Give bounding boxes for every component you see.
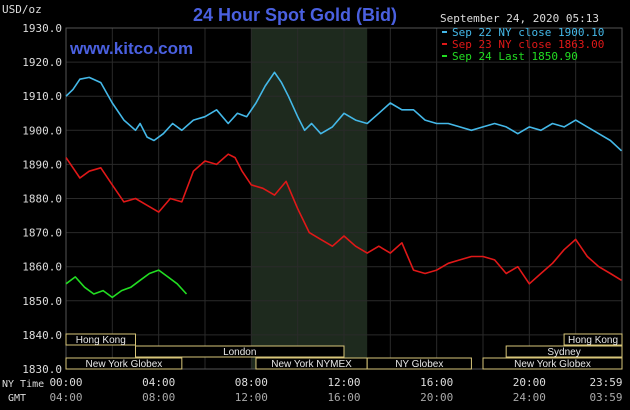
y-tick-label: 1920.0	[22, 56, 62, 69]
x-axis-row2-label: GMT	[8, 393, 26, 404]
x-tick-label-gmt: 24:00	[513, 391, 546, 404]
session-label: NY Globex	[395, 359, 443, 370]
x-tick-label-ny: 16:00	[420, 376, 453, 389]
session-label: London	[223, 347, 256, 358]
y-tick-label: 1860.0	[22, 261, 62, 274]
session-box	[135, 345, 345, 358]
x-tick-label-gmt: 12:00	[235, 391, 268, 404]
y-tick-label: 1850.0	[22, 295, 62, 308]
y-tick-label: 1910.0	[22, 90, 62, 103]
session-label: Hong Kong	[76, 335, 126, 346]
session-box	[65, 357, 183, 370]
session-label: New York NYMEX	[271, 359, 352, 370]
watermark: www.kitco.com	[69, 39, 193, 58]
y-tick-label: 1870.0	[22, 227, 62, 240]
series-line	[65, 269, 188, 299]
session-box	[482, 357, 623, 370]
legend-entry: Sep 22 NY close 1900.10	[452, 26, 604, 39]
y-tick-label: 1880.0	[22, 193, 62, 206]
x-axis-row1-label: NY Time	[2, 379, 44, 390]
session-label: Sydney	[547, 347, 580, 358]
chart-title: 24 Hour Spot Gold (Bid)	[193, 5, 397, 25]
timestamp: September 24, 2020 05:13	[440, 12, 599, 25]
legend-entry: Sep 23 NY close 1863.00	[452, 38, 604, 51]
session-box	[563, 333, 623, 346]
session-box	[505, 345, 623, 358]
y-tick-label: 1830.0	[22, 363, 62, 376]
x-tick-label-gmt: 20:00	[420, 391, 453, 404]
session-label: New York Globex	[514, 359, 591, 370]
y-tick-label: 1890.0	[22, 158, 62, 171]
session-box	[65, 333, 136, 346]
x-tick-label-ny: 12:00	[327, 376, 360, 389]
y-tick-label: 1930.0	[22, 22, 62, 35]
session-label: New York Globex	[86, 359, 163, 370]
x-tick-label-ny: 04:00	[142, 376, 175, 389]
y-tick-label: 1840.0	[22, 329, 62, 342]
y-axis-unit-label: USD/oz	[2, 3, 42, 16]
x-tick-label-ny: 08:00	[235, 376, 268, 389]
series-line	[65, 153, 622, 285]
x-tick-label-ny: 23:59	[589, 376, 622, 389]
series-line	[65, 71, 623, 152]
x-tick-label-gmt: 03:59	[589, 391, 622, 404]
session-box	[366, 357, 472, 370]
x-tick-label-gmt: 04:00	[49, 391, 82, 404]
x-tick-label-ny: 20:00	[513, 376, 546, 389]
y-tick-label: 1900.0	[22, 124, 62, 137]
x-tick-label-gmt: 16:00	[327, 391, 360, 404]
x-tick-label-ny: 00:00	[49, 376, 82, 389]
x-tick-label-gmt: 08:00	[142, 391, 175, 404]
legend-entry: Sep 24 Last 1850.90	[452, 50, 578, 63]
session-label: Hong Kong	[568, 335, 618, 346]
